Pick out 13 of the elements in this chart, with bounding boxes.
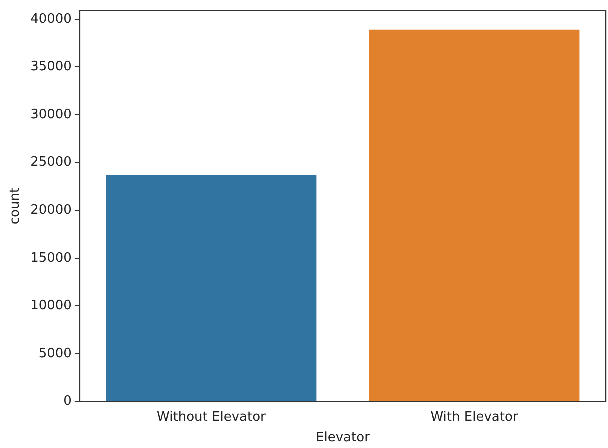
y-tick-label: 40000 xyxy=(30,12,72,27)
y-tick-label: 5000 xyxy=(38,346,72,362)
y-tick-label: 30000 xyxy=(30,107,72,122)
y-tick-label: 0 xyxy=(64,394,72,410)
y-axis-title: count xyxy=(8,188,24,225)
y-tick-label: 35000 xyxy=(30,60,72,75)
y-tick-label: 10000 xyxy=(30,298,72,314)
x-tick-label: With Elevator xyxy=(430,410,519,425)
y-tick-label: 25000 xyxy=(30,155,72,170)
y-tick-label: 20000 xyxy=(30,202,72,218)
x-axis-title: Elevator xyxy=(316,430,371,446)
y-tick-label: 15000 xyxy=(30,250,72,266)
x-tick-label: Without Elevator xyxy=(157,410,267,425)
